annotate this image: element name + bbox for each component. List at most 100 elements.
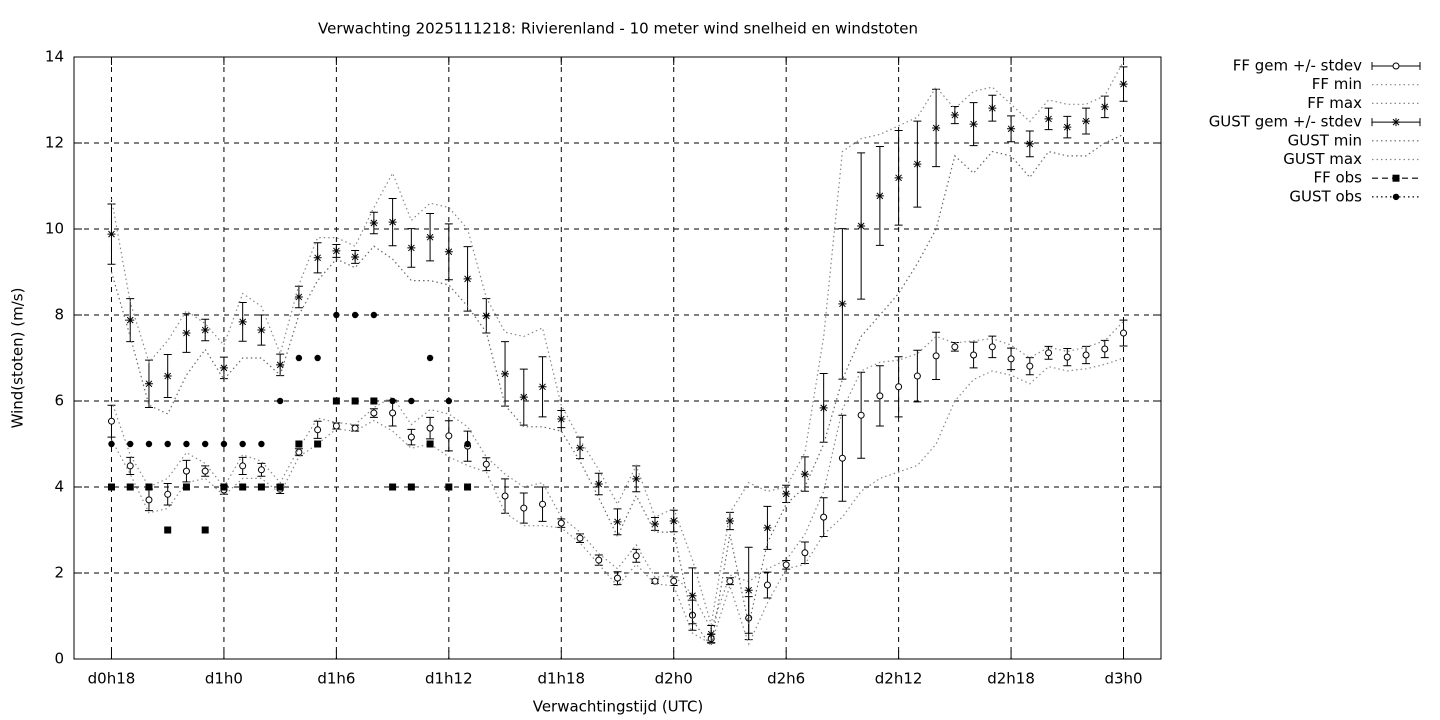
point: [782, 561, 790, 569]
legend-marker: [1392, 193, 1400, 201]
x-tick-label: d2h18: [987, 670, 1035, 688]
point: [895, 383, 903, 391]
point: [857, 221, 866, 230]
point: [126, 462, 134, 470]
point: [913, 160, 922, 169]
point: [1025, 139, 1034, 148]
point: [388, 218, 397, 227]
point: [408, 397, 415, 405]
point: [426, 354, 434, 362]
point: [351, 311, 359, 319]
point: [332, 246, 341, 255]
legend-label: GUST gem +/- stdev: [1209, 113, 1362, 131]
point: [501, 369, 510, 378]
point: [782, 489, 791, 498]
point: [482, 460, 490, 468]
point: [126, 483, 134, 491]
point: [707, 630, 716, 639]
point: [1101, 345, 1109, 353]
point: [482, 311, 491, 320]
point: [838, 299, 847, 308]
point: [932, 352, 940, 360]
point: [407, 433, 415, 441]
point: [145, 496, 153, 504]
y-tick-label: 10: [45, 220, 64, 238]
point: [632, 552, 640, 560]
point: [763, 581, 771, 589]
point: [875, 191, 884, 200]
point: [613, 517, 622, 526]
y-tick-label: 14: [45, 48, 64, 66]
point: [820, 513, 828, 521]
point: [632, 474, 641, 483]
x-tick-label: d1h0: [205, 670, 243, 688]
point: [670, 577, 678, 585]
point: [314, 354, 321, 362]
point: [988, 104, 997, 113]
range-line: [110, 133, 1124, 648]
point: [313, 253, 322, 262]
point: [257, 483, 265, 491]
chart-title: Verwachting 2025111218: Rivierenland - 1…: [318, 20, 918, 38]
point: [239, 483, 247, 491]
point: [107, 417, 115, 425]
point: [913, 372, 921, 380]
point: [726, 577, 734, 585]
point: [970, 351, 978, 359]
legend-marker: [1392, 118, 1400, 127]
point: [539, 500, 547, 508]
point: [201, 440, 209, 448]
point: [126, 316, 135, 325]
point: [426, 233, 435, 242]
point: [951, 343, 959, 351]
point: [257, 466, 265, 474]
legend-label: FF max: [1307, 94, 1362, 112]
point: [688, 591, 697, 600]
point: [314, 426, 322, 434]
point: [144, 379, 153, 388]
range-line: [110, 320, 1124, 631]
point: [501, 492, 509, 500]
point: [201, 326, 210, 335]
x-tick-label: d1h6: [317, 670, 355, 688]
point: [538, 382, 547, 391]
point: [276, 360, 285, 369]
point: [426, 440, 434, 448]
legend-marker: [1392, 62, 1400, 70]
point: [800, 470, 809, 479]
x-tick-label: d1h18: [537, 670, 585, 688]
point: [725, 516, 734, 525]
x-tick-label: d1h12: [425, 670, 473, 688]
point: [838, 454, 846, 462]
point: [389, 483, 397, 491]
point: [201, 467, 209, 475]
point: [576, 534, 584, 542]
legend-label: FF obs: [1313, 169, 1362, 187]
point: [1026, 362, 1034, 370]
point: [238, 317, 247, 326]
point: [107, 230, 116, 239]
point: [314, 440, 322, 448]
point: [257, 326, 266, 335]
point: [744, 586, 753, 595]
x-tick-label: d2h12: [875, 670, 923, 688]
x-tick-label: d2h6: [767, 670, 805, 688]
point: [295, 448, 303, 456]
y-axis-label: Wind(stoten) (m/s): [9, 288, 27, 429]
point: [1007, 355, 1015, 363]
point: [876, 392, 884, 400]
point: [426, 424, 434, 432]
point: [969, 120, 978, 129]
point: [857, 411, 865, 419]
point: [294, 292, 303, 301]
legend-label: GUST obs: [1289, 187, 1362, 205]
point: [1120, 329, 1128, 337]
point: [1063, 123, 1072, 132]
point: [407, 483, 415, 491]
x-tick-label: d2h0: [655, 670, 693, 688]
point: [127, 440, 134, 448]
point: [407, 243, 416, 252]
point: [1082, 117, 1091, 126]
legend-label: FF min: [1312, 75, 1362, 93]
